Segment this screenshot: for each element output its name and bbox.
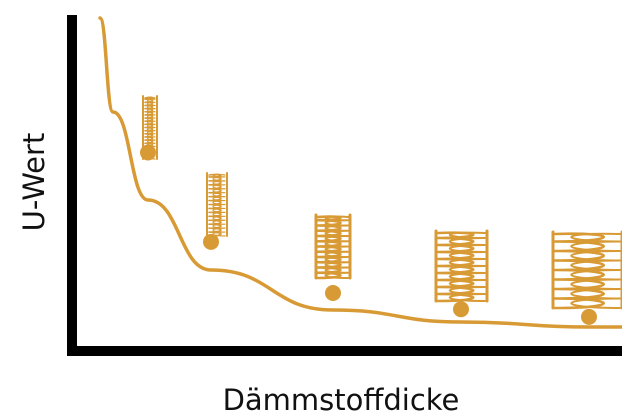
u-value-curve-group [98, 16, 622, 329]
y-axis-label: U-Wert [17, 133, 51, 232]
data-point-1 [140, 144, 156, 161]
data-points [140, 144, 597, 325]
insulation-icon-3 [314, 213, 352, 280]
insulation-icon-2 [206, 172, 228, 237]
insulation-icons [142, 95, 622, 310]
x-axis-label: Dämmstoffdicke [223, 383, 460, 417]
u-value-curve [98, 16, 622, 329]
insulation-icon-4 [434, 229, 489, 303]
data-point-3 [325, 285, 341, 302]
data-point-4 [453, 301, 469, 318]
insulation-icon-5 [551, 230, 622, 310]
data-point-2 [203, 233, 219, 250]
data-point-5 [581, 308, 597, 325]
